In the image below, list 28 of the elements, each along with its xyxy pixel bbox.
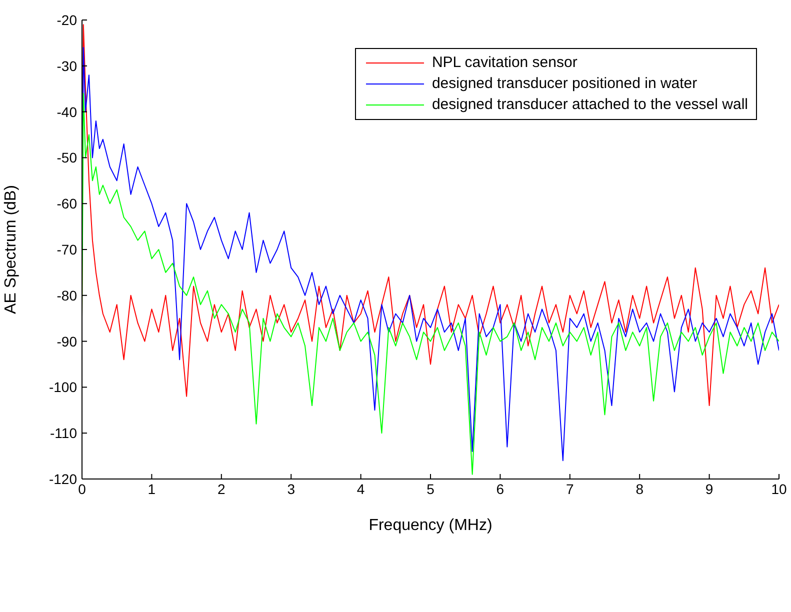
legend-label: designed transducer attached to the vessel wall	[432, 95, 748, 115]
x-tick-label: 5	[426, 480, 435, 497]
y-tick-label: -50	[56, 150, 78, 166]
x-tick-label: 1	[148, 480, 156, 497]
y-tick-label: -60	[56, 196, 78, 212]
x-tick-label: 6	[496, 480, 504, 497]
y-tick-label: -30	[56, 58, 78, 74]
x-tick-label: 7	[566, 480, 574, 497]
x-tick-label: 10	[771, 480, 787, 497]
y-axis-title: AE Spectrum (dB)	[2, 185, 20, 314]
x-tick-label: 8	[636, 480, 644, 497]
y-tick-label: -110	[50, 425, 78, 442]
legend-label: NPL cavitation sensor	[432, 53, 578, 73]
y-tick-label: -40	[56, 104, 78, 120]
x-tick-label: 4	[356, 480, 365, 497]
line-series	[82, 24, 779, 406]
y-tick-label: -80	[56, 287, 78, 304]
y-tick-label: -90	[56, 333, 78, 350]
y-tick-label: -70	[56, 241, 78, 258]
y-tick-label: -100	[48, 379, 78, 396]
x-axis-title: Frequency (MHz)	[368, 517, 492, 534]
y-tick-label: -120	[48, 470, 78, 487]
x-tick-label: 9	[705, 480, 714, 497]
legend-label: designed transducer positioned in water	[432, 74, 698, 94]
x-tick-label: 3	[287, 480, 296, 497]
x-tick-label: 2	[218, 480, 226, 497]
x-tick-label: 0	[78, 480, 86, 497]
y-tick-label: -20	[56, 12, 78, 28]
